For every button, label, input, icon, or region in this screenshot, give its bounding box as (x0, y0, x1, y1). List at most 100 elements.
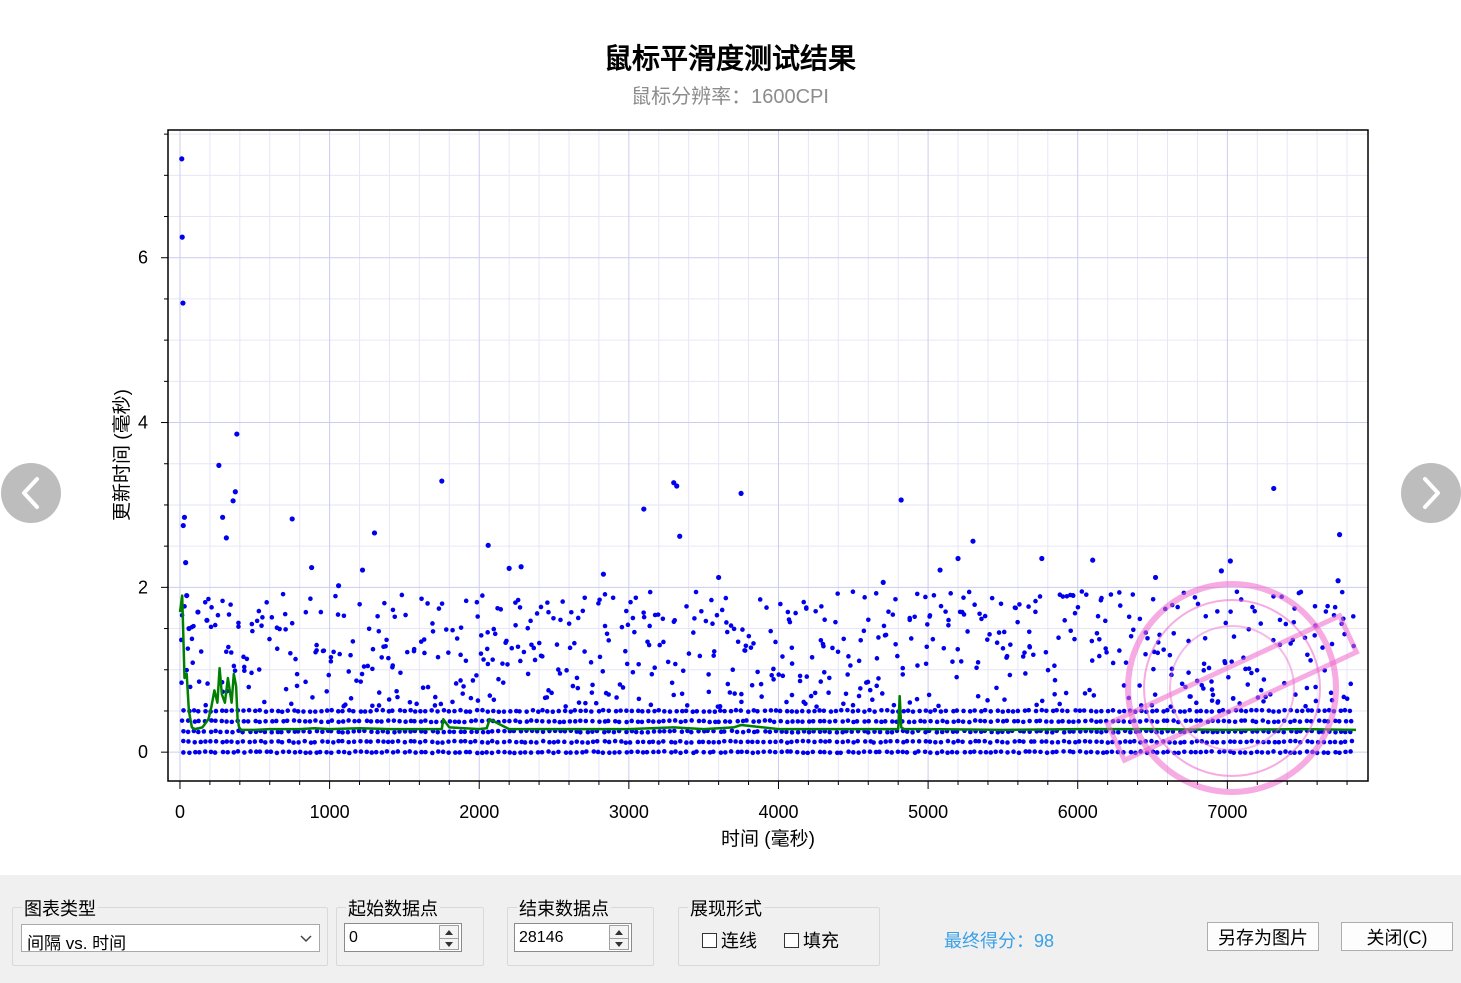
fill-label: 填充 (803, 931, 839, 951)
scatter-point (841, 701, 846, 707)
scatter-point (370, 666, 375, 672)
prev-arrow-button[interactable] (1, 463, 61, 523)
scatter-point (402, 739, 408, 745)
scatter-point (179, 234, 185, 240)
scatter-point (1198, 708, 1204, 714)
scatter-point (419, 749, 424, 755)
end-point-up-button[interactable] (610, 926, 628, 939)
scatter-point (988, 719, 994, 725)
scatter-point (686, 651, 692, 656)
scatter-point (260, 615, 265, 620)
scatter-point (435, 749, 441, 754)
connect-checkbox-option[interactable]: 连线 (702, 927, 757, 953)
scatter-point (817, 749, 823, 755)
scatter-point (672, 618, 678, 623)
end-point-input[interactable] (515, 924, 613, 951)
scatter-point (507, 750, 513, 755)
scatter-point (1336, 718, 1342, 724)
scatter-point (873, 719, 879, 724)
connect-checkbox[interactable] (702, 932, 717, 948)
scatter-point (906, 719, 912, 725)
scatter-point (1342, 739, 1348, 745)
scatter-point (694, 749, 699, 754)
scatter-point (1186, 670, 1191, 675)
scatter-point (1215, 700, 1220, 705)
scatter-point (195, 729, 201, 735)
scatter-point (757, 597, 763, 602)
scatter-point (780, 654, 785, 659)
scatter-point (462, 719, 467, 725)
scatter-point (1348, 718, 1354, 724)
scatter-point (614, 695, 619, 700)
scatter-point (1083, 718, 1088, 724)
scatter-point (1203, 613, 1209, 619)
chart-type-select[interactable]: 间隔 vs. 时间 (21, 924, 320, 953)
close-button[interactable]: 关闭(C) (1341, 922, 1453, 951)
scatter-point (291, 740, 296, 745)
scatter-point (346, 708, 352, 713)
end-point-label: 结束数据点 (517, 895, 611, 921)
scatter-point (335, 709, 341, 714)
scatter-point (257, 707, 263, 713)
start-point-input[interactable] (345, 924, 443, 951)
scatter-point (755, 669, 760, 675)
scatter-point (359, 671, 365, 677)
scatter-point (375, 613, 380, 619)
scatter-point (297, 718, 302, 724)
scatter-point (834, 730, 840, 735)
scatter-point (923, 661, 929, 667)
fill-checkbox[interactable] (784, 932, 799, 948)
scatter-point (901, 708, 907, 714)
scatter-point (973, 738, 978, 744)
scatter-point (735, 718, 741, 724)
scatter-point (307, 719, 313, 724)
scatter-point (882, 719, 888, 724)
scatter-point (1292, 718, 1297, 724)
start-point-stepper[interactable] (344, 923, 462, 952)
scatter-point (999, 739, 1005, 745)
start-point-down-button[interactable] (440, 938, 458, 950)
scatter-point (822, 749, 827, 755)
scatter-point (381, 739, 386, 744)
scatter-point (463, 658, 469, 664)
scatter-point (728, 738, 733, 744)
scatter-point (213, 718, 218, 724)
scatter-point (954, 674, 959, 680)
scatter-point (195, 709, 201, 714)
scatter-point (1266, 708, 1272, 713)
scatter-point (450, 627, 455, 633)
scatter-point (623, 608, 629, 614)
scatter-point (423, 718, 428, 723)
scatter-point (479, 718, 485, 724)
scatter-point (522, 740, 528, 745)
scatter-point (562, 708, 568, 714)
scatter-point (886, 609, 891, 614)
scatter-point (490, 657, 495, 662)
scatter-point (693, 589, 699, 595)
scatter-point (1083, 750, 1089, 755)
scatter-point (979, 616, 984, 622)
scatter-point (380, 707, 386, 713)
fill-checkbox-option[interactable]: 填充 (784, 927, 839, 953)
scatter-point (732, 691, 737, 696)
scatter-point (817, 718, 823, 724)
scatter-point (540, 707, 545, 713)
scatter-point (346, 739, 351, 745)
scatter-point (804, 674, 810, 679)
scatter-point (862, 719, 867, 724)
scatter-point (818, 738, 823, 744)
save-image-button[interactable]: 另存为图片 (1207, 922, 1319, 951)
end-point-stepper[interactable] (514, 923, 632, 952)
scatter-point (524, 709, 529, 714)
scatter-point (785, 719, 790, 725)
scatter-point (264, 600, 269, 605)
scatter-point (1043, 739, 1049, 744)
next-arrow-button[interactable] (1401, 463, 1461, 523)
scatter-point (602, 729, 607, 735)
scatter-point (790, 719, 795, 724)
scatter-point (722, 719, 728, 724)
scatter-point (761, 739, 766, 745)
scatter-point (572, 708, 578, 713)
start-point-up-button[interactable] (440, 926, 458, 939)
end-point-down-button[interactable] (610, 938, 628, 950)
